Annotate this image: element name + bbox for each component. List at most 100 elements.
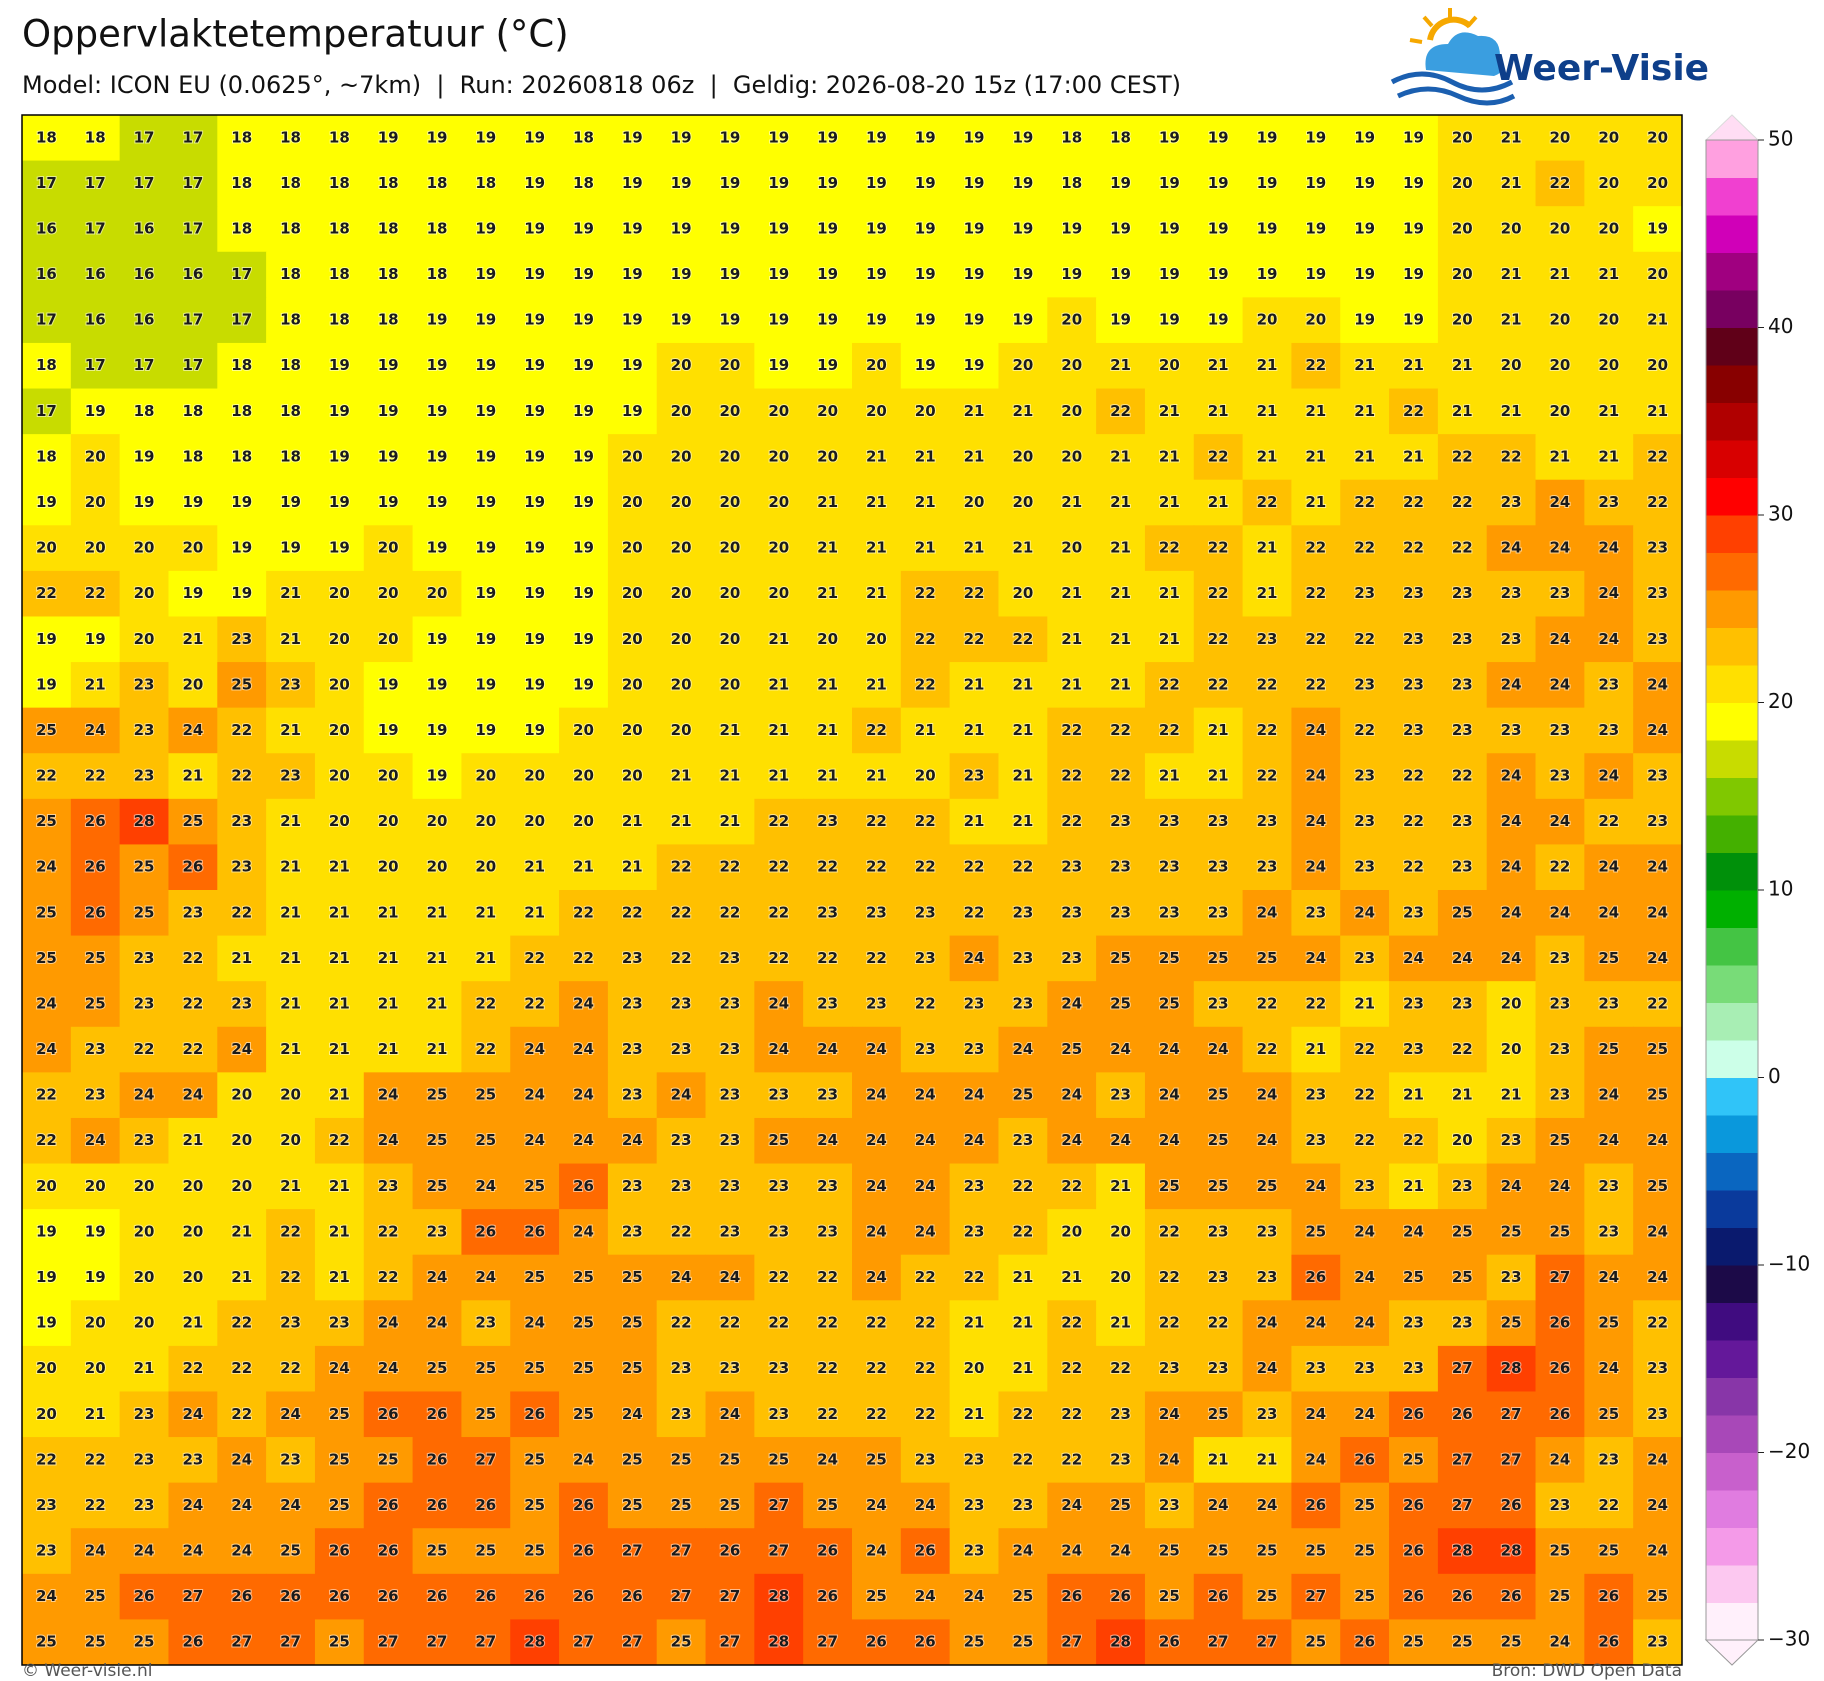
temperature-label: 19 <box>475 402 496 420</box>
temperature-cell <box>119 342 169 390</box>
temperature-cell <box>607 1482 658 1529</box>
temperature-cell <box>1633 662 1683 709</box>
temperature-cell <box>412 388 462 435</box>
temperature-cell <box>949 160 999 207</box>
temperature-cell <box>1340 342 1390 390</box>
temperature-label: 26 <box>85 858 106 876</box>
temperature-label: 25 <box>134 903 155 921</box>
temperature-label: 23 <box>1208 1359 1229 1377</box>
temperature-label: 24 <box>524 1040 545 1058</box>
temperature-cell <box>949 1163 999 1210</box>
temperature-cell <box>1437 890 1488 937</box>
temperature-label: 26 <box>1598 1587 1619 1605</box>
temperature-cell <box>1584 1300 1634 1347</box>
temperature-label: 19 <box>524 675 545 693</box>
temperature-label: 23 <box>1159 1496 1180 1514</box>
temperature-cell <box>461 707 511 754</box>
temperature-cell <box>1437 1163 1488 1210</box>
temperature-cell <box>22 1300 72 1347</box>
temperature-label: 21 <box>280 1177 301 1195</box>
temperature-cell <box>1096 616 1146 663</box>
temperature-cell <box>1584 570 1634 617</box>
temperature-label: 19 <box>36 1314 57 1332</box>
temperature-cell <box>998 251 1048 298</box>
temperature-cell <box>1144 1209 1195 1256</box>
temperature-label: 18 <box>1061 128 1082 146</box>
temperature-label: 23 <box>1159 903 1180 921</box>
temperature-cell <box>1535 981 1585 1028</box>
temperature-cell <box>22 1254 72 1301</box>
temperature-cell <box>1144 206 1195 253</box>
temperature-cell <box>900 798 951 845</box>
temperature-cell <box>656 1619 707 1666</box>
temperature-cell <box>363 479 414 526</box>
temperature-label: 19 <box>964 128 985 146</box>
temperature-cell <box>461 662 511 709</box>
temperature-label: 23 <box>866 994 887 1012</box>
temperature-cell <box>949 479 999 526</box>
temperature-label: 24 <box>1354 903 1375 921</box>
temperature-cell <box>656 160 707 207</box>
temperature-cell <box>754 388 804 435</box>
temperature-cell <box>1535 297 1585 344</box>
temperature-cell <box>412 707 462 754</box>
temperature-cell <box>1096 890 1146 937</box>
temperature-cell <box>70 1573 121 1620</box>
temperature-cell <box>705 753 755 800</box>
temperature-label: 21 <box>964 812 985 830</box>
temperature-label: 21 <box>280 903 301 921</box>
temperature-label: 25 <box>1257 1542 1278 1560</box>
temperature-label: 21 <box>817 721 838 739</box>
temperature-cell <box>1047 251 1097 298</box>
temperature-cell <box>1096 662 1146 709</box>
temperature-label: 19 <box>1208 128 1229 146</box>
temperature-label: 25 <box>1354 1542 1375 1560</box>
temperature-cell <box>1047 1391 1097 1438</box>
temperature-label: 19 <box>768 128 789 146</box>
temperature-cell <box>559 388 609 435</box>
temperature-cell <box>1340 798 1390 845</box>
temperature-cell <box>998 160 1048 207</box>
temperature-cell <box>119 1117 169 1165</box>
temperature-cell <box>852 160 902 207</box>
temperature-cell <box>607 342 658 390</box>
temperature-label: 23 <box>1550 721 1571 739</box>
temperature-label: 19 <box>475 447 496 465</box>
temperature-cell <box>1340 616 1390 663</box>
temperature-label: 25 <box>671 1496 692 1514</box>
temperature-cell <box>754 1163 804 1210</box>
temperature-cell <box>559 798 609 845</box>
temperature-label: 23 <box>1403 1359 1424 1377</box>
temperature-label: 19 <box>1305 219 1326 237</box>
temperature-cell <box>1486 115 1537 162</box>
temperature-label: 26 <box>182 858 203 876</box>
temperature-cell <box>266 1482 316 1529</box>
temperature-cell <box>607 890 658 937</box>
temperature-cell <box>1486 1391 1537 1438</box>
temperature-cell <box>510 1482 560 1529</box>
temperature-label: 18 <box>231 356 252 374</box>
temperature-cell <box>266 1209 316 1256</box>
temperature-label: 22 <box>36 1086 57 1104</box>
temperature-cell <box>1389 753 1439 800</box>
temperature-label: 24 <box>1501 539 1522 557</box>
temperature-cell <box>1486 570 1537 617</box>
temperature-label: 22 <box>1110 721 1131 739</box>
temperature-label: 25 <box>1598 949 1619 967</box>
temperature-label: 21 <box>1110 493 1131 511</box>
temperature-label: 19 <box>231 539 252 557</box>
temperature-label: 19 <box>1110 265 1131 283</box>
temperature-label: 20 <box>280 1131 301 1149</box>
temperature-cell <box>803 1300 853 1347</box>
temperature-cell <box>1584 297 1634 344</box>
temperature-cell <box>1340 434 1390 481</box>
temperature-cell <box>803 342 853 390</box>
temperature-label: 21 <box>1647 402 1668 420</box>
temperature-cell <box>998 479 1048 526</box>
temperature-label: 22 <box>1354 1131 1375 1149</box>
temperature-cell <box>363 707 414 754</box>
temperature-label: 22 <box>182 994 203 1012</box>
temperature-cell <box>1047 1619 1097 1666</box>
temperature-cell <box>705 844 755 891</box>
temperature-cell <box>852 1300 902 1347</box>
